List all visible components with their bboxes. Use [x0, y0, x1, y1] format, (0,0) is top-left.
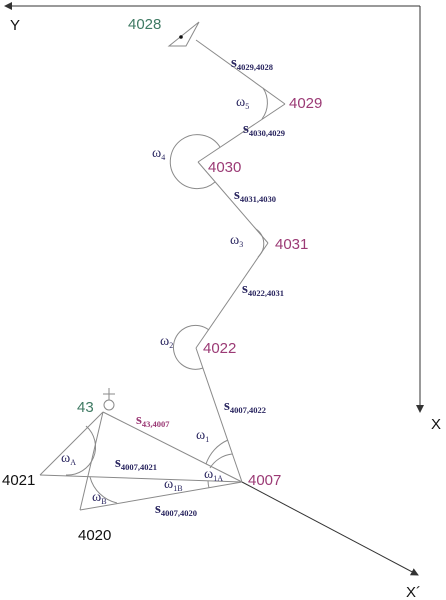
arc-w5 — [261, 87, 268, 120]
side-label-43-4007: s43,4007 — [136, 412, 170, 429]
side-4007-4022 — [195, 347, 243, 483]
label-4020: 4020 — [78, 527, 111, 544]
label-43: 43 — [77, 399, 94, 416]
side-label-4007-4021: s4007,4021 — [115, 455, 157, 472]
label-4031: 4031 — [275, 236, 308, 253]
label-4021: 4021 — [2, 472, 35, 489]
x-axis-label: X — [431, 416, 441, 433]
station-4028-triangle — [167, 21, 200, 47]
side-43-4021 — [39, 411, 104, 476]
side-4007-4020 — [79, 481, 243, 511]
station-43-circle — [103, 399, 115, 411]
arc-wb — [89, 476, 118, 504]
side-4029-4028 — [195, 39, 286, 105]
angle-label-wa: ωA — [61, 451, 76, 467]
y-axis-label: Y — [10, 17, 20, 34]
angle-label-w3: ω3 — [230, 233, 243, 249]
side-label-4030-4029: s4030,4029 — [243, 121, 285, 138]
angle-label-w1a: ω1A — [204, 467, 223, 483]
x-prime-axis-line — [241, 481, 419, 576]
label-4030: 4030 — [208, 159, 241, 176]
station-4028-dot — [179, 35, 183, 39]
side-label-4022-4031: s4022,4031 — [242, 281, 284, 298]
label-4022: 4022 — [203, 340, 236, 357]
angle-label-w1: ω1 — [196, 428, 209, 444]
side-4030-4029 — [197, 103, 286, 163]
side-4007-4021 — [39, 474, 243, 483]
x-prime-axis-label: X´ — [406, 584, 421, 600]
side-label-4007-4022: s4007,4022 — [224, 398, 266, 415]
label-4028: 4028 — [128, 16, 161, 33]
side-label-4029-4028: s4029,4028 — [231, 55, 273, 72]
arc-w4 — [169, 134, 221, 190]
angle-label-w4: ω4 — [152, 146, 165, 162]
angle-label-w1b: ω1B — [164, 477, 183, 493]
side-label-4031-4030: s4031,4030 — [234, 187, 276, 204]
label-4029: 4029 — [289, 95, 322, 112]
label-4007: 4007 — [248, 472, 281, 489]
angle-label-w2: ω2 — [160, 334, 173, 350]
angle-label-wb: ωB — [92, 490, 107, 506]
arc-w2 — [172, 324, 210, 370]
arc-w1a — [209, 453, 233, 469]
angle-label-w5: ω5 — [236, 95, 249, 111]
arc-w1b — [207, 480, 210, 489]
side-43-4007 — [102, 411, 243, 483]
arc-w1 — [205, 439, 229, 465]
side-4022-4031 — [195, 242, 269, 349]
side-label-4007-4020: s4007,4020 — [155, 501, 197, 518]
arc-wa — [65, 425, 96, 476]
arc-w3 — [255, 228, 265, 258]
